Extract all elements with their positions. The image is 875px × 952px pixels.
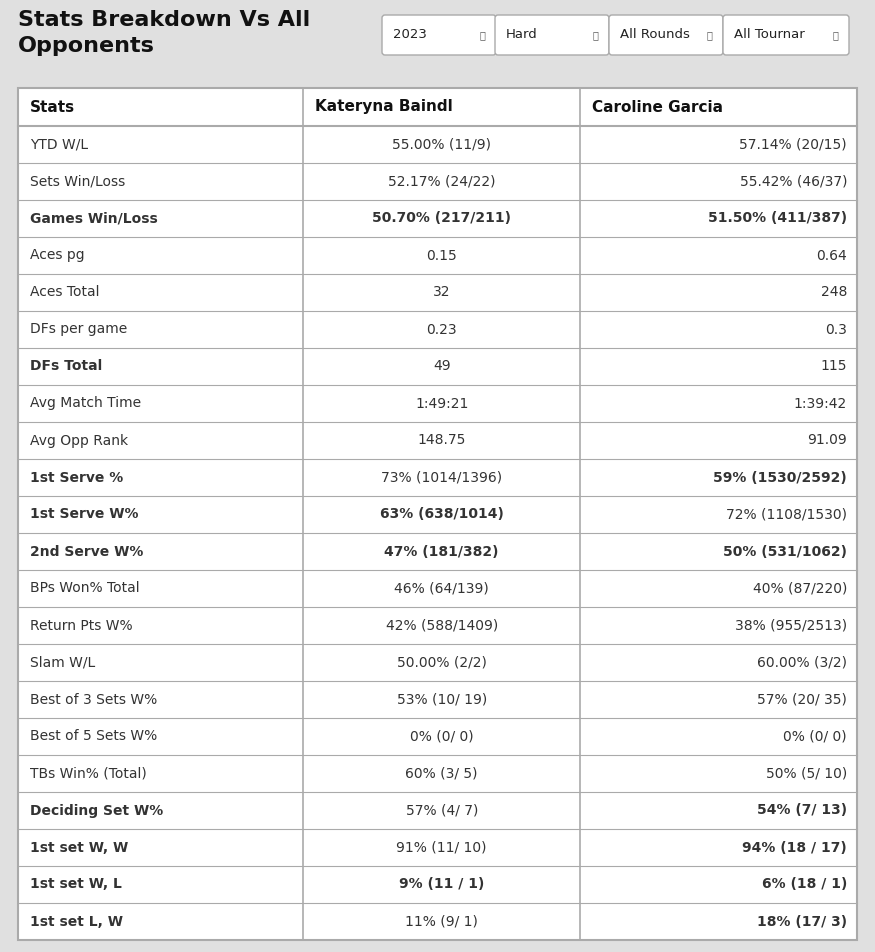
Text: 9% (11 / 1): 9% (11 / 1)	[399, 878, 485, 891]
Text: 248: 248	[821, 286, 847, 300]
Text: Best of 3 Sets W%: Best of 3 Sets W%	[30, 692, 158, 706]
Text: 18% (17/ 3): 18% (17/ 3)	[757, 915, 847, 928]
FancyBboxPatch shape	[382, 15, 496, 55]
Text: Avg Match Time: Avg Match Time	[30, 396, 141, 410]
Text: 1:49:21: 1:49:21	[415, 396, 468, 410]
Text: DFs Total: DFs Total	[30, 360, 102, 373]
Text: 1st set W, W: 1st set W, W	[30, 841, 129, 855]
Text: 59% (1530/2592): 59% (1530/2592)	[713, 470, 847, 485]
Text: 55.00% (11/9): 55.00% (11/9)	[392, 137, 491, 151]
Text: 32: 32	[433, 286, 451, 300]
Text: 38% (955/2513): 38% (955/2513)	[735, 619, 847, 632]
Text: 1st Serve %: 1st Serve %	[30, 470, 123, 485]
Text: Avg Opp Rank: Avg Opp Rank	[30, 433, 128, 447]
Text: Sets Win/Loss: Sets Win/Loss	[30, 174, 125, 188]
Text: Slam W/L: Slam W/L	[30, 656, 95, 669]
Text: 46% (64/139): 46% (64/139)	[395, 582, 489, 596]
Text: 40% (87/220): 40% (87/220)	[752, 582, 847, 596]
Text: 1st set L, W: 1st set L, W	[30, 915, 123, 928]
Text: All Rounds: All Rounds	[620, 29, 690, 42]
Text: ⌵: ⌵	[480, 30, 485, 40]
Text: ⌵: ⌵	[592, 30, 598, 40]
Text: 11% (9/ 1): 11% (9/ 1)	[405, 915, 478, 928]
Text: 0.15: 0.15	[426, 248, 457, 263]
Text: 73% (1014/1396): 73% (1014/1396)	[382, 470, 502, 485]
Text: 57.14% (20/15): 57.14% (20/15)	[739, 137, 847, 151]
Text: 115: 115	[821, 360, 847, 373]
Text: Return Pts W%: Return Pts W%	[30, 619, 133, 632]
Text: ⌵: ⌵	[832, 30, 838, 40]
Text: 52.17% (24/22): 52.17% (24/22)	[388, 174, 495, 188]
Text: Games Win/Loss: Games Win/Loss	[30, 211, 158, 226]
Text: ⌵: ⌵	[706, 30, 712, 40]
Text: 50.00% (2/2): 50.00% (2/2)	[396, 656, 486, 669]
Text: Stats: Stats	[30, 100, 75, 114]
Text: 51.50% (411/387): 51.50% (411/387)	[708, 211, 847, 226]
Text: 50% (5/ 10): 50% (5/ 10)	[766, 766, 847, 781]
Text: Best of 5 Sets W%: Best of 5 Sets W%	[30, 729, 158, 744]
Text: 91.09: 91.09	[808, 433, 847, 447]
Text: 63% (638/1014): 63% (638/1014)	[380, 507, 504, 522]
Text: TBs Win% (Total): TBs Win% (Total)	[30, 766, 147, 781]
Text: Aces pg: Aces pg	[30, 248, 85, 263]
Text: Hard: Hard	[506, 29, 538, 42]
Text: 50% (531/1062): 50% (531/1062)	[723, 545, 847, 559]
Text: 57% (4/ 7): 57% (4/ 7)	[405, 803, 478, 818]
Text: 50.70% (217/211): 50.70% (217/211)	[372, 211, 511, 226]
Text: 54% (7/ 13): 54% (7/ 13)	[757, 803, 847, 818]
Text: Deciding Set W%: Deciding Set W%	[30, 803, 164, 818]
Text: 53% (10/ 19): 53% (10/ 19)	[396, 692, 486, 706]
Text: 6% (18 / 1): 6% (18 / 1)	[761, 878, 847, 891]
Text: 60.00% (3/2): 60.00% (3/2)	[757, 656, 847, 669]
FancyBboxPatch shape	[495, 15, 609, 55]
Text: 0% (0/ 0): 0% (0/ 0)	[783, 729, 847, 744]
Text: 2nd Serve W%: 2nd Serve W%	[30, 545, 144, 559]
Text: BPs Won% Total: BPs Won% Total	[30, 582, 140, 596]
Text: Caroline Garcia: Caroline Garcia	[592, 100, 723, 114]
Text: Kateryna Baindl: Kateryna Baindl	[315, 100, 453, 114]
Text: Aces Total: Aces Total	[30, 286, 100, 300]
Text: 2023: 2023	[393, 29, 427, 42]
Text: DFs per game: DFs per game	[30, 323, 127, 336]
Text: 0.23: 0.23	[426, 323, 457, 336]
FancyBboxPatch shape	[609, 15, 723, 55]
Text: 60% (3/ 5): 60% (3/ 5)	[405, 766, 478, 781]
Bar	[18, 88, 857, 940]
Text: YTD W/L: YTD W/L	[30, 137, 88, 151]
Text: Stats Breakdown Vs All
Opponents: Stats Breakdown Vs All Opponents	[18, 10, 311, 55]
Text: 0.3: 0.3	[825, 323, 847, 336]
Text: 148.75: 148.75	[417, 433, 466, 447]
Text: 1st Serve W%: 1st Serve W%	[30, 507, 138, 522]
Text: 1:39:42: 1:39:42	[794, 396, 847, 410]
Text: All Tournar: All Tournar	[734, 29, 805, 42]
FancyBboxPatch shape	[723, 15, 849, 55]
Text: 72% (1108/1530): 72% (1108/1530)	[726, 507, 847, 522]
Text: 49: 49	[433, 360, 451, 373]
Text: 0.64: 0.64	[816, 248, 847, 263]
Text: 42% (588/1409): 42% (588/1409)	[386, 619, 498, 632]
Text: 91% (11/ 10): 91% (11/ 10)	[396, 841, 487, 855]
Text: 1st set W, L: 1st set W, L	[30, 878, 122, 891]
Text: 55.42% (46/37): 55.42% (46/37)	[739, 174, 847, 188]
Text: 94% (18 / 17): 94% (18 / 17)	[742, 841, 847, 855]
Text: 57% (20/ 35): 57% (20/ 35)	[757, 692, 847, 706]
Text: 0% (0/ 0): 0% (0/ 0)	[410, 729, 473, 744]
Text: 47% (181/382): 47% (181/382)	[384, 545, 499, 559]
